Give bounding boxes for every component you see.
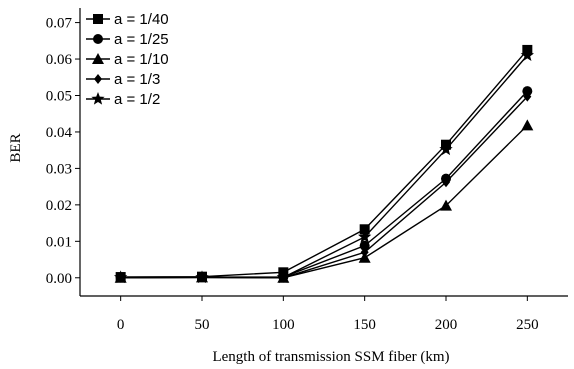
legend-item: a = 1/10 [86,51,169,68]
data-point-star [358,229,372,243]
legend-label: a = 1/2 [114,91,160,108]
data-point-star [520,48,534,62]
x-tick-label: 50 [195,317,210,333]
legend: a = 1/40 a = 1/25 a = 1/10 a = 1/3 a = 1/2 [86,11,169,108]
legend-item: a = 1/40 [86,11,169,28]
data-point-diamond [360,247,369,258]
series-line-square [120,49,528,278]
data-point-square [359,224,370,235]
legend-label: a = 1/3 [114,71,160,88]
legend-marker-triangle [92,53,104,64]
axes [79,8,568,297]
series-star [114,48,534,284]
x-tick-label: 150 [353,317,376,333]
data-point-star [439,142,453,156]
x-axis-ticks: 0 50 100 150 200 250 [117,296,539,333]
y-tick-label: 0.04 [46,125,73,141]
y-tick-label: 0.05 [46,88,72,104]
legend-item: a = 1/25 [86,31,169,48]
data-point-star [114,270,128,284]
y-tick-label: 0.01 [46,234,72,250]
data-point-triangle [440,199,452,211]
x-tick-label: 250 [516,317,539,333]
legend-label: a = 1/10 [114,51,169,68]
legend-marker-diamond [94,74,102,84]
y-tick-label: 0.06 [46,52,73,68]
series-circle [115,86,533,283]
y-axis-ticks: 0.00 0.01 0.02 0.03 0.04 0.05 0.06 0.07 [46,16,80,287]
legend-label: a = 1/25 [114,31,169,48]
series-diamond [116,91,532,283]
data-point-circle [522,86,533,97]
legend-item: a = 1/2 [86,91,160,108]
y-tick-label: 0.03 [46,161,72,177]
y-tick-label: 0.02 [46,198,72,214]
legend-label: a = 1/40 [114,11,169,28]
x-tick-label: 0 [117,317,125,333]
series-line-triangle [120,124,528,279]
data-point-diamond [523,91,532,102]
x-tick-label: 200 [435,317,458,333]
data-point-star [195,270,209,284]
series-square [115,44,533,283]
data-point-diamond [442,177,450,188]
x-tick-label: 100 [272,317,295,333]
legend-marker-square [93,14,103,24]
y-tick-label: 0.00 [46,271,72,287]
legend-item: a = 1/3 [86,71,160,88]
data-point-triangle [521,119,534,131]
series-triangle [114,119,534,283]
series-group [114,44,534,284]
legend-marker-circle [93,34,103,44]
x-axis-title: Length of transmission SSM fiber (km) [212,349,449,365]
data-point-star [276,270,290,284]
y-tick-label: 0.07 [46,16,73,32]
series-line-circle [120,90,528,279]
series-line-star [120,54,528,279]
y-axis-title: BER [8,133,24,162]
data-point-circle [359,240,370,251]
legend-marker-star [91,92,105,105]
